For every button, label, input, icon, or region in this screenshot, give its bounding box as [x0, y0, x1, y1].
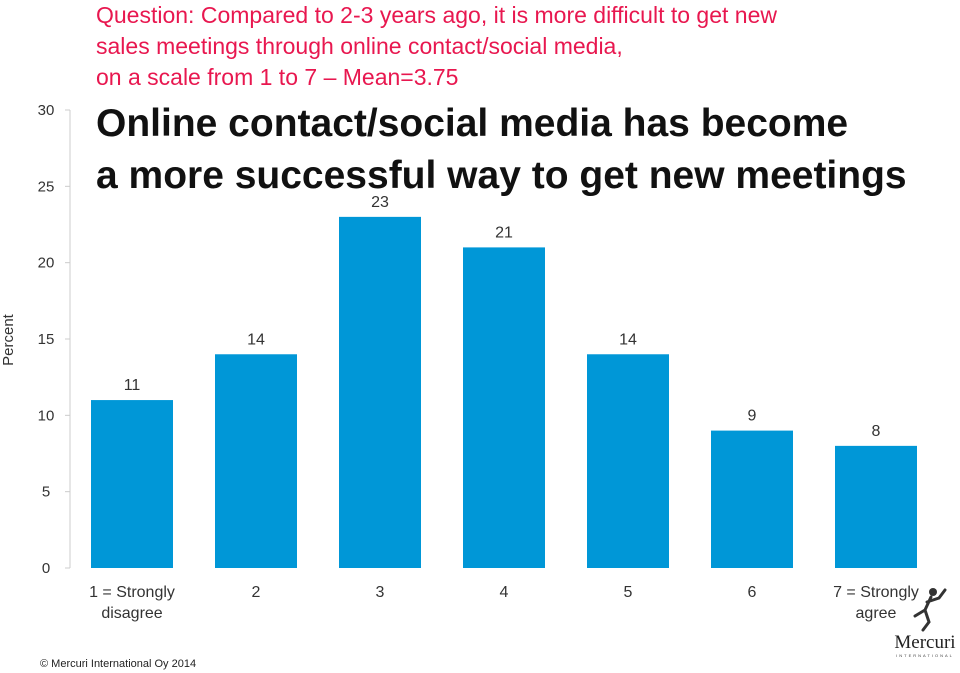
y-tick-label: 5	[42, 484, 50, 501]
y-tick-label: 25	[38, 178, 55, 195]
question-line-2: sales meetings through online contact/so…	[96, 33, 623, 59]
bar	[711, 430, 793, 568]
bar	[587, 354, 669, 568]
bar	[91, 400, 173, 568]
bar	[339, 216, 421, 568]
x-tick-label: 3	[376, 584, 385, 601]
x-tick-label: 1 = Strongly	[89, 584, 175, 601]
logo-wordmark: Mercuri	[894, 632, 956, 653]
figure-logo-icon	[913, 588, 947, 632]
question-line-3: on a scale from 1 to 7 – Mean=3.75	[96, 64, 459, 90]
y-tick-label: 30	[38, 102, 55, 119]
x-tick-label: 6	[748, 584, 757, 601]
copyright-text: © Mercuri International Oy 2014	[40, 658, 197, 670]
axes: 0 5 10 15 20 25 30 Percent	[0, 102, 71, 577]
mercuri-logo: Mercuri INTERNATIONAL	[893, 586, 957, 660]
bar-value-label: 14	[247, 331, 265, 348]
x-tick-label: 2	[252, 584, 261, 601]
y-axis-title: Percent	[0, 313, 17, 366]
x-tick-label: disagree	[101, 605, 162, 622]
bar	[215, 354, 297, 568]
x-tick-label: 5	[624, 584, 633, 601]
question-line-1: Question: Compared to 2-3 years ago, it …	[96, 2, 777, 28]
bar-value-label: 14	[619, 331, 637, 348]
bar-value-label: 23	[371, 194, 389, 211]
y-tick-label: 20	[38, 255, 55, 272]
chart-headline: Online contact/social media has become a…	[96, 98, 956, 202]
bar	[835, 445, 917, 568]
y-tick-label: 10	[38, 407, 55, 424]
bar-value-label: 8	[872, 423, 881, 440]
headline-line-1: Online contact/social media has become	[96, 102, 849, 145]
x-tick-label: agree	[856, 605, 897, 622]
logo-tagline: INTERNATIONAL	[896, 653, 954, 658]
x-tick-label: 7 = Strongly	[833, 584, 919, 601]
headline-line-2: a more successful way to get new meeting…	[96, 154, 907, 197]
bar	[463, 247, 545, 568]
bar-value-label: 21	[495, 224, 513, 241]
question-text: Question: Compared to 2-3 years ago, it …	[96, 0, 916, 93]
bar-value-label: 11	[124, 377, 141, 394]
y-tick-label: 15	[38, 331, 55, 348]
bars	[91, 216, 917, 568]
y-tick-label: 0	[42, 560, 50, 577]
x-tick-label: 4	[500, 584, 509, 601]
labels: 11 1 = Strongly disagree 14 2 23 3 21 4 14 5 9 6 8 7 =…	[89, 194, 919, 622]
bar-value-label: 9	[748, 408, 757, 425]
